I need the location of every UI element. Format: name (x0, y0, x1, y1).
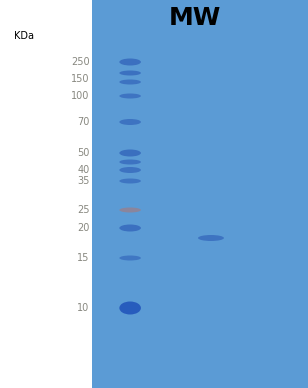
Text: MW: MW (169, 6, 221, 30)
Text: 15: 15 (77, 253, 89, 263)
Ellipse shape (120, 208, 141, 213)
Text: 150: 150 (71, 74, 89, 84)
Ellipse shape (198, 235, 224, 241)
Ellipse shape (120, 119, 141, 125)
Ellipse shape (120, 225, 141, 232)
Text: 70: 70 (77, 117, 89, 127)
Ellipse shape (120, 59, 141, 66)
Ellipse shape (120, 301, 141, 315)
Ellipse shape (120, 167, 141, 173)
Ellipse shape (120, 159, 141, 165)
Text: 50: 50 (77, 148, 89, 158)
Bar (92, 0, 308, 388)
Text: 20: 20 (77, 223, 89, 233)
Text: 40: 40 (77, 165, 89, 175)
Text: 35: 35 (77, 176, 89, 186)
Ellipse shape (120, 178, 141, 184)
Ellipse shape (120, 80, 141, 85)
Text: 25: 25 (77, 205, 89, 215)
Text: 250: 250 (71, 57, 89, 67)
Ellipse shape (120, 71, 141, 76)
Text: 10: 10 (77, 303, 89, 313)
Ellipse shape (120, 149, 141, 156)
Ellipse shape (120, 94, 141, 99)
Text: 100: 100 (71, 91, 89, 101)
Ellipse shape (120, 256, 141, 260)
Text: KDa: KDa (14, 31, 34, 41)
